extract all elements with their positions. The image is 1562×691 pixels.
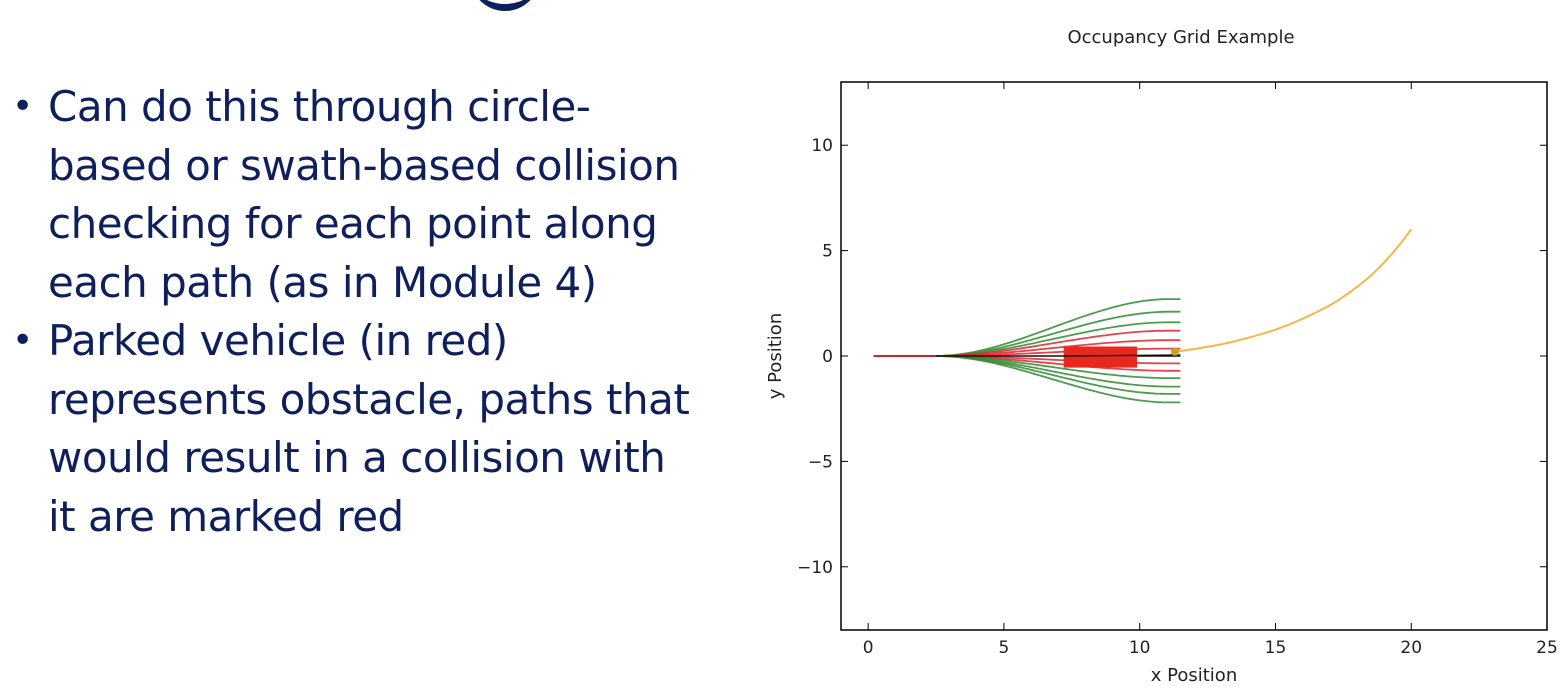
bullet-line: Can do this through circle- <box>48 82 591 131</box>
parked-vehicle-obstacle <box>1063 346 1137 368</box>
bullet-line: Parked vehicle (in red) <box>48 316 508 365</box>
bullet-line: checking for each point along <box>48 199 658 248</box>
bullet-line: based or swath-based collision <box>48 140 680 190</box>
x-tick-label: 20 <box>1400 638 1422 658</box>
y-axis-label: y Position <box>765 313 786 399</box>
bullet-item-1: • Can do this through circle- based or s… <box>0 78 740 312</box>
y-tick-label: 5 <box>822 242 833 262</box>
x-tick-label: 15 <box>1265 638 1287 658</box>
bullet-line: represents obstacle, paths that <box>48 374 690 424</box>
x-tick-label: 0 <box>863 638 874 658</box>
reference-path <box>1174 228 1413 353</box>
chosen-path-overlay <box>1063 354 1181 357</box>
bullet-line: it are marked red <box>48 491 404 541</box>
bullet-list: • Can do this through circle- based or s… <box>0 78 740 546</box>
bullet-dot: • <box>12 86 33 127</box>
x-tick-label: 10 <box>1129 638 1151 658</box>
bullet-line: would result in a collision with <box>48 433 666 482</box>
x-tick-label: 5 <box>999 638 1010 658</box>
y-tick-label: −10 <box>797 558 833 578</box>
title-fragment <box>470 0 540 11</box>
y-tick-label: 0 <box>822 347 833 367</box>
bullet-dot: • <box>12 320 33 361</box>
bullet-item-2: • Parked vehicle (in red) represents obs… <box>0 312 740 546</box>
y-tick-label: 10 <box>811 136 833 156</box>
chart-title: Occupancy Grid Example <box>1067 27 1294 48</box>
x-tick-label: 25 <box>1536 638 1558 658</box>
x-axis-label: x Position <box>1151 665 1237 686</box>
goal-point <box>1170 347 1179 356</box>
feasible-path <box>873 355 1181 404</box>
bullet-line: each path (as in Module 4) <box>48 257 597 307</box>
y-tick-label: −5 <box>808 452 833 472</box>
